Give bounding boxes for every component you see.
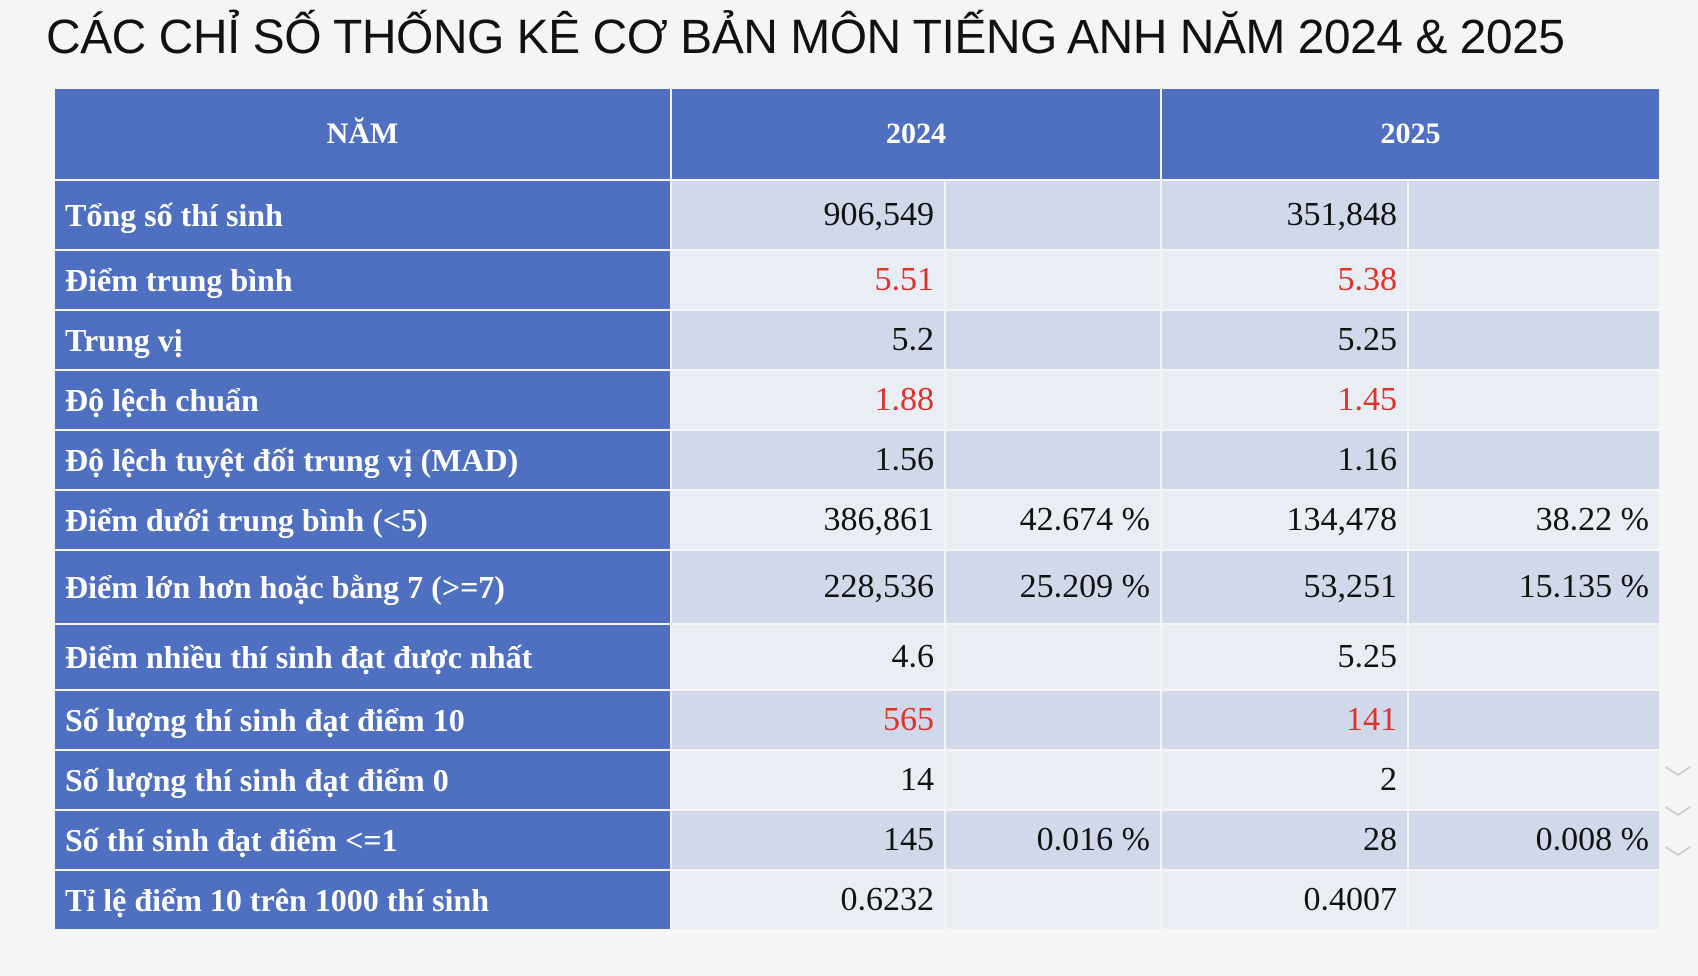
percent-2025 <box>1409 691 1659 749</box>
chevron-down-icon: ﹀ <box>1663 763 1692 796</box>
table-header-row: NĂM 2024 2025 <box>55 89 1659 179</box>
percent-2025 <box>1409 751 1659 809</box>
row-label: Điểm trung bình <box>55 251 670 309</box>
row-label: Điểm dưới trung bình (<5) <box>55 491 670 549</box>
percent-2024 <box>946 181 1160 249</box>
value-2025: 28 <box>1162 811 1407 869</box>
table-row: Điểm dưới trung bình (<5) 386,861 42.674 %… <box>55 491 1659 549</box>
row-label: Tổng số thí sinh <box>55 181 670 249</box>
value-2025: 0.4007 <box>1162 871 1407 929</box>
header-year-2024: 2024 <box>672 89 1160 179</box>
chevron-down-icon: ﹀ <box>1663 843 1692 876</box>
percent-2025 <box>1409 371 1659 429</box>
value-2025: 134,478 <box>1162 491 1407 549</box>
row-label: Độ lệch chuẩn <box>55 371 670 429</box>
value-2024: 14 <box>672 751 944 809</box>
value-2024: 0.6232 <box>672 871 944 929</box>
value-2024: 145 <box>672 811 944 869</box>
table-row: Tỉ lệ điểm 10 trên 1000 thí sinh 0.6232 0.… <box>55 871 1659 929</box>
value-2025: 1.16 <box>1162 431 1407 489</box>
percent-2024 <box>946 691 1160 749</box>
value-2024: 228,536 <box>672 551 944 623</box>
table-row: Độ lệch chuẩn 1.88 1.45 <box>55 371 1659 429</box>
row-label: Số thí sinh đạt điểm <=1 <box>55 811 670 869</box>
value-2024: 906,549 <box>672 181 944 249</box>
table-row: Số thí sinh đạt điểm <=1 145 0.016 % 28 0.00… <box>55 811 1659 869</box>
percent-2024: 42.674 % <box>946 491 1160 549</box>
percent-2025 <box>1409 311 1659 369</box>
percent-2024: 25.209 % <box>946 551 1160 623</box>
percent-2025: 15.135 % <box>1409 551 1659 623</box>
header-year-2025: 2025 <box>1162 89 1659 179</box>
table-row: Tổng số thí sinh 906,549 351,848 <box>55 181 1659 249</box>
row-label: Điểm lớn hơn hoặc bằng 7 (>=7) <box>55 551 670 623</box>
value-2025: 141 <box>1162 691 1407 749</box>
page-title: CÁC CHỈ SỐ THỐNG KÊ CƠ BẢN MÔN TIẾNG ANH… <box>46 11 1565 64</box>
value-2024: 5.2 <box>672 311 944 369</box>
row-label: Số lượng thí sinh đạt điểm 0 <box>55 751 670 809</box>
value-2024: 1.88 <box>672 371 944 429</box>
percent-2024 <box>946 431 1160 489</box>
table-body: Tổng số thí sinh 906,549 351,848 Điểm trung… <box>55 181 1659 929</box>
value-2024: 386,861 <box>672 491 944 549</box>
percent-2024 <box>946 625 1160 689</box>
percent-2024 <box>946 311 1160 369</box>
percent-2024: 0.016 % <box>946 811 1160 869</box>
value-2025: 351,848 <box>1162 181 1407 249</box>
value-2024: 565 <box>672 691 944 749</box>
value-2024: 1.56 <box>672 431 944 489</box>
value-2025: 5.25 <box>1162 625 1407 689</box>
table-row: Điểm lớn hơn hoặc bằng 7 (>=7) 228,536 25.… <box>55 551 1659 623</box>
percent-2024 <box>946 371 1160 429</box>
table-row: Số lượng thí sinh đạt điểm 10 565 141 <box>55 691 1659 749</box>
percent-2024 <box>946 251 1160 309</box>
percent-2025 <box>1409 625 1659 689</box>
percent-2024 <box>946 871 1160 929</box>
row-label: Trung vị <box>55 311 670 369</box>
value-2025: 1.45 <box>1162 371 1407 429</box>
percent-2025: 38.22 % <box>1409 491 1659 549</box>
value-2024: 4.6 <box>672 625 944 689</box>
value-2024: 5.51 <box>672 251 944 309</box>
value-2025: 2 <box>1162 751 1407 809</box>
percent-2025 <box>1409 431 1659 489</box>
row-label: Điểm nhiều thí sinh đạt được nhất <box>55 625 670 689</box>
value-2025: 5.25 <box>1162 311 1407 369</box>
table-row: Điểm nhiều thí sinh đạt được nhất 4.6 5.25 <box>55 625 1659 689</box>
percent-2025: 0.008 % <box>1409 811 1659 869</box>
statistics-table: NĂM 2024 2025 Tổng số thí sinh 906,549 351… <box>53 87 1661 931</box>
row-label: Độ lệch tuyệt đối trung vị (MAD) <box>55 431 670 489</box>
value-2025: 5.38 <box>1162 251 1407 309</box>
percent-2025 <box>1409 181 1659 249</box>
row-label: Tỉ lệ điểm 10 trên 1000 thí sinh <box>55 871 670 929</box>
table-row: Điểm trung bình 5.51 5.38 <box>55 251 1659 309</box>
chevron-down-icon: ﹀ <box>1663 803 1692 836</box>
percent-2024 <box>946 751 1160 809</box>
percent-2025 <box>1409 871 1659 929</box>
table-row: Số lượng thí sinh đạt điểm 0 14 2 <box>55 751 1659 809</box>
header-metric: NĂM <box>55 89 670 179</box>
table-row: Độ lệch tuyệt đối trung vị (MAD) 1.56 1.16 <box>55 431 1659 489</box>
percent-2025 <box>1409 251 1659 309</box>
row-label: Số lượng thí sinh đạt điểm 10 <box>55 691 670 749</box>
table-row: Trung vị 5.2 5.25 <box>55 311 1659 369</box>
value-2025: 53,251 <box>1162 551 1407 623</box>
scroll-indicator: ﹀ ﹀ ﹀ <box>1664 760 1692 880</box>
